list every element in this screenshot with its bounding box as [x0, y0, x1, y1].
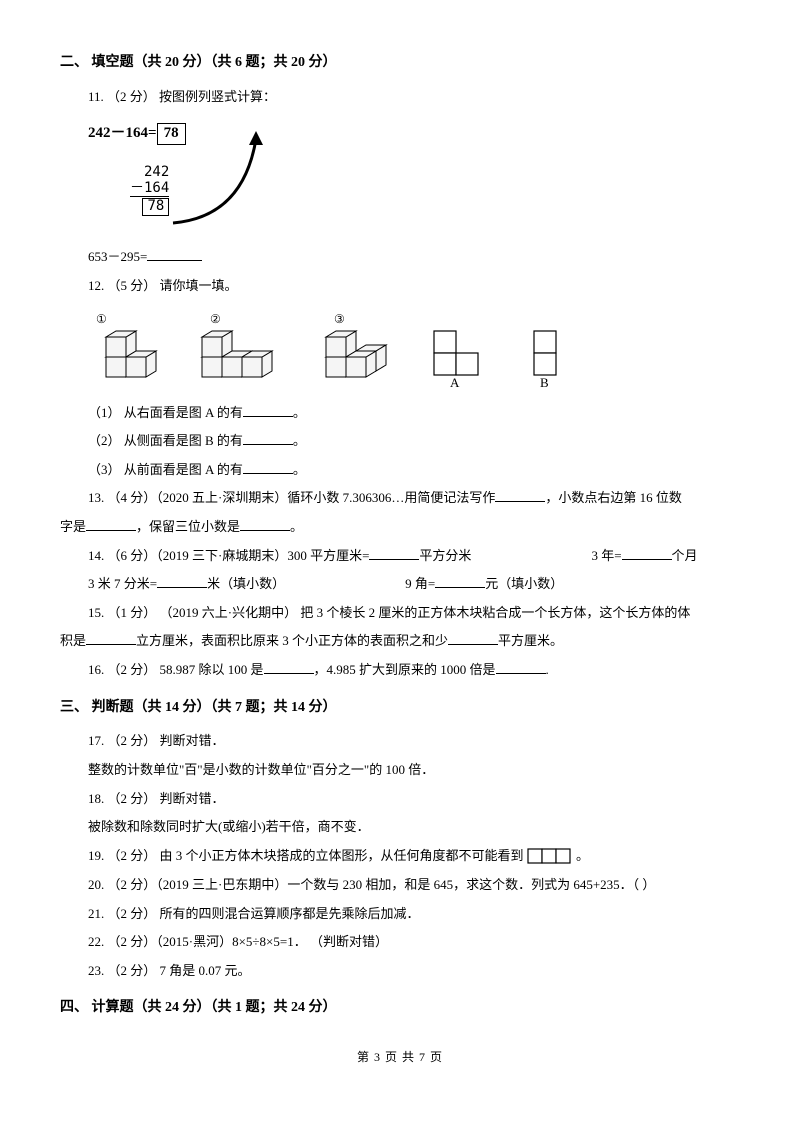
t: 平方厘米。	[498, 633, 563, 648]
svg-text:A: A	[450, 375, 460, 389]
t: 积是	[60, 633, 86, 648]
period: 。	[293, 405, 306, 420]
q13-line2: 字是 ，保留三位小数是 。	[60, 513, 740, 542]
svg-text:③: ③	[334, 312, 345, 326]
t: 19. （2 分） 由 3 个小正方体木块搭成的立体图形，从任何角度都不可能看到	[88, 848, 524, 863]
blank	[243, 461, 293, 474]
q17b: 整数的计数单位"百"是小数的计数单位"百分之一"的 100 倍．	[88, 756, 740, 785]
q11-line2: 653－295=	[88, 243, 740, 272]
blank	[243, 404, 293, 417]
cube-fig-2: ②	[192, 311, 282, 389]
q12-figures: ① ② ③	[88, 311, 740, 389]
q15-line1: 15. （1 分） （2019 六上·兴化期中） 把 3 个棱长 2 厘米的正方…	[88, 599, 740, 628]
q11-equation: 242－164=78	[88, 117, 186, 150]
blank	[496, 661, 546, 674]
calc-top: 242	[130, 165, 169, 180]
blank	[448, 632, 498, 645]
blank	[86, 518, 136, 531]
q12-s2-text: （2） 从侧面看是图 B 的有	[88, 433, 243, 448]
t: ，小数点右边第 16 位数	[545, 490, 682, 505]
t: ，4.985 扩大到原来的 1000 倍是	[314, 662, 496, 677]
q12-s2: （2） 从侧面看是图 B 的有 。	[88, 427, 740, 456]
q18a: 18. （2 分） 判断对错．	[88, 785, 740, 814]
t: 立方厘米，表面积比原来 3 个小正方体的表面积之和少	[136, 633, 448, 648]
q11-eq-left: 242－164=	[88, 125, 157, 141]
q18b: 被除数和除数同时扩大(或缩小)若干倍，商不变．	[88, 813, 740, 842]
blank	[243, 432, 293, 445]
t: 3 米 7 分米=	[88, 576, 157, 591]
period: 。	[293, 462, 306, 477]
q12-text: 12. （5 分） 请你填一填。	[88, 272, 740, 301]
t: 。	[290, 519, 303, 534]
t: 13. （4 分）（2020 五上·深圳期末）循环小数 7.306306…用简便…	[88, 490, 495, 505]
section-4-heading: 四、 计算题（共 24 分）（共 1 题；共 24 分）	[60, 993, 740, 1024]
q16: 16. （2 分） 58.987 除以 100 是 ，4.985 扩大到原来的 1…	[88, 656, 740, 685]
blank	[86, 632, 136, 645]
t: 个月	[672, 548, 698, 563]
period: 。	[293, 433, 306, 448]
q23: 23. （2 分） 7 角是 0.07 元。	[88, 957, 740, 986]
t: 。	[576, 848, 589, 863]
q11-text: 11. （2 分） 按图例列竖式计算：	[88, 83, 740, 112]
q13-line1: 13. （4 分）（2020 五上·深圳期末）循环小数 7.306306…用简便…	[88, 484, 740, 513]
svg-text:B: B	[540, 375, 549, 389]
cube-fig-1: ①	[88, 311, 158, 389]
q12-s1-text: （1） 从右面看是图 A 的有	[88, 405, 243, 420]
t: 平方分米	[419, 548, 471, 563]
three-square-icon	[527, 842, 573, 871]
blank	[240, 518, 290, 531]
q20: 20. （2 分）（2019 三上·巴东期中）一个数与 230 相加，和是 64…	[88, 871, 740, 900]
q14-line1: 14. （6 分）（2019 三下·麻城期末）300 平方厘米= 平方分米 3 年=…	[88, 542, 740, 571]
q12-s3: （3） 从前面看是图 A 的有 。	[88, 456, 740, 485]
calc-result: 78	[142, 198, 169, 215]
q14-line2: 3 米 7 分米= 米（填小数） 9 角= 元（填小数）	[88, 570, 740, 599]
q12-s1: （1） 从右面看是图 A 的有 。	[88, 399, 740, 428]
t: ，保留三位小数是	[136, 519, 240, 534]
blank	[369, 547, 419, 560]
page-footer: 第 3 页 共 7 页	[60, 1044, 740, 1070]
t: 9 角=	[405, 576, 435, 591]
section-2-heading: 二、 填空题（共 20 分）（共 6 题；共 20 分）	[60, 48, 740, 79]
blank	[264, 661, 314, 674]
t: 字是	[60, 519, 86, 534]
svg-text:①: ①	[96, 312, 107, 326]
q12-s3-text: （3） 从前面看是图 A 的有	[88, 462, 243, 477]
q11-line2-text: 653－295=	[88, 249, 147, 264]
blank	[147, 248, 202, 261]
shape-b: B	[528, 311, 568, 389]
q11-eq-box: 78	[157, 123, 186, 145]
blank	[622, 547, 672, 560]
q21: 21. （2 分） 所有的四则混合运算顺序都是先乘除后加减．	[88, 900, 740, 929]
q11-vertical-calc: 242 －164 78	[130, 165, 169, 215]
blank	[495, 489, 545, 502]
t: 14. （6 分）（2019 三下·麻城期末）300 平方厘米=	[88, 548, 369, 563]
q17a: 17. （2 分） 判断对错．	[88, 727, 740, 756]
calc-minus: －164	[130, 181, 169, 197]
section-3-heading: 三、 判断题（共 14 分）（共 7 题；共 14 分）	[60, 693, 740, 724]
q22: 22. （2 分）（2015·黑河）8×5÷8×5=1． （判断对错）	[88, 928, 740, 957]
t: .	[546, 662, 549, 677]
blank	[157, 575, 207, 588]
shape-a: A	[428, 311, 494, 389]
t: 米（填小数）	[207, 576, 285, 591]
t: 16. （2 分） 58.987 除以 100 是	[88, 662, 264, 677]
q15-line2: 积是 立方厘米，表面积比原来 3 个小正方体的表面积之和少 平方厘米。	[60, 627, 740, 656]
svg-text:②: ②	[210, 312, 221, 326]
cube-fig-3: ③	[316, 311, 394, 389]
q11-figure: 242－164=78 242 －164 78	[88, 117, 308, 237]
t: 元（填小数）	[485, 576, 563, 591]
blank	[435, 575, 485, 588]
q19: 19. （2 分） 由 3 个小正方体木块搭成的立体图形，从任何角度都不可能看到…	[88, 842, 740, 871]
t: 3 年=	[591, 548, 621, 563]
